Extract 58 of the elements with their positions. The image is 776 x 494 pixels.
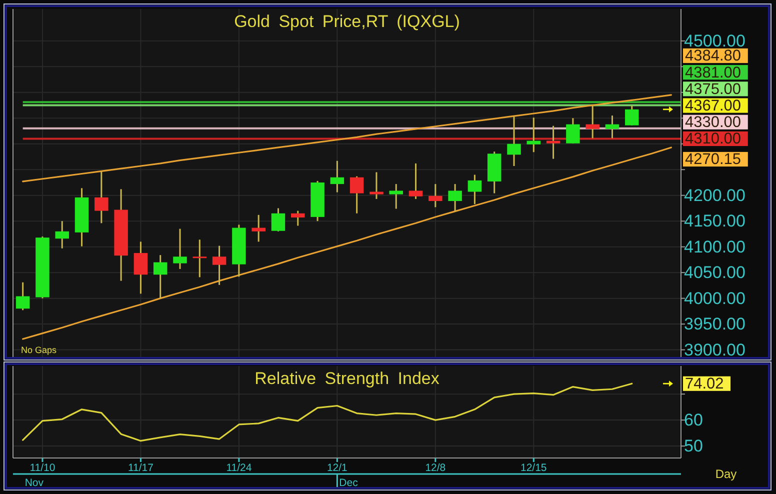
text: 4367.00 (685, 98, 742, 115)
candlestick (173, 228, 187, 270)
x-tick-label: 11/10 (30, 462, 56, 474)
text: 74.02 (685, 376, 724, 393)
x-tick-label: 11/24 (226, 462, 252, 474)
candlestick (370, 171, 384, 200)
candlestick (586, 105, 600, 139)
x-axis-title: Day (715, 467, 737, 481)
y-tick-label: 4500.00 (684, 31, 746, 50)
y-tick-label: 4000.00 (684, 288, 746, 308)
line-series (22, 94, 672, 182)
candlestick (448, 183, 462, 212)
candlestick (192, 238, 207, 278)
y-tick-label: 50 (684, 436, 703, 456)
line-series (22, 146, 672, 340)
text: 4270.15 (685, 151, 742, 168)
candlestick (252, 214, 266, 242)
candlestick (271, 207, 286, 232)
candlestick (507, 116, 521, 167)
y-tick-label: 60 (684, 410, 703, 430)
candlestick (212, 245, 226, 286)
candlestick (408, 162, 423, 200)
candlestick (134, 240, 148, 294)
ref-line-label: 4381.00 (685, 64, 742, 82)
candlestick (605, 114, 620, 139)
candlestick (55, 220, 69, 250)
y-tick-label: 4100.00 (684, 237, 746, 256)
y-tick-label: 4050.00 (684, 263, 746, 282)
chart-title: Gold Spot Price,RT (IQXGL) (234, 12, 460, 31)
candlestick (625, 105, 639, 126)
candlestick (291, 210, 305, 226)
candlestick (566, 117, 580, 144)
ref-line-label: 4375.00 (685, 80, 742, 98)
y-tick-label: 3900.00 (684, 340, 746, 360)
candlestick (389, 183, 403, 210)
ref-line-label: 4310.00 (685, 130, 742, 148)
y-tick-label: 3950.00 (684, 314, 746, 334)
x-tick-label: 12/15 (520, 462, 547, 474)
annotation: No Gaps (21, 345, 58, 355)
y-tick-label: 4150.00 (684, 212, 746, 231)
candlestick (428, 183, 442, 208)
text: Dec (339, 477, 358, 489)
text: Nov (24, 477, 44, 489)
candlestick (16, 282, 30, 311)
x-tick-label: 11/17 (128, 462, 154, 474)
candlestick (350, 176, 364, 214)
text: 4384.80 (685, 48, 742, 65)
x-tick-label: 12/8 (425, 462, 446, 474)
candlestick (546, 125, 560, 160)
candlestick (526, 116, 541, 153)
chart-title: Relative Strength Index (254, 369, 440, 388)
ref-line-label: 4330.00 (685, 114, 742, 132)
candlestick (94, 170, 108, 224)
candlestick (330, 160, 344, 194)
candlestick (468, 174, 482, 205)
x-tick-label: 12/1 (326, 462, 348, 474)
y-tick-label: 4200.00 (684, 186, 746, 205)
candlestick (153, 254, 168, 300)
